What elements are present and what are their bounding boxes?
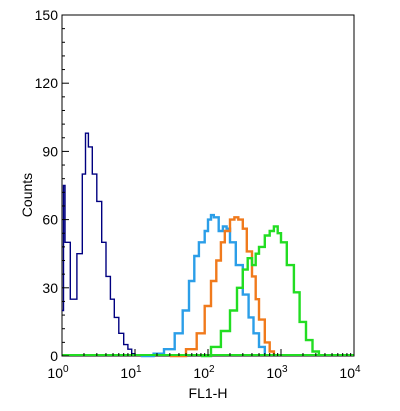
x-tick-label: 102 — [193, 364, 215, 381]
histogram-trace-4 — [200, 225, 321, 358]
y-tick-label: 0 — [50, 348, 58, 364]
x-axis: 100 101 102 103 104 — [47, 349, 361, 381]
histogram-trace-2 — [140, 213, 266, 358]
x-tick-label: 104 — [339, 364, 361, 381]
y-tick-label: 120 — [35, 75, 59, 91]
histogram-trace-1 — [62, 132, 141, 356]
histogram-trace-3 — [169, 216, 276, 358]
x-tick-label: 101 — [120, 364, 142, 381]
y-tick-label: 60 — [42, 212, 58, 228]
y-tick-label: 150 — [35, 7, 59, 23]
traces — [62, 132, 354, 358]
y-axis: 0 30 60 90 120 150 — [35, 7, 69, 364]
y-tick-label: 30 — [42, 280, 58, 296]
y-axis-title: Counts — [19, 173, 35, 217]
x-tick-label: 103 — [266, 364, 288, 381]
x-tick-label: 100 — [47, 364, 69, 381]
x-axis-title: FL1-H — [189, 385, 228, 401]
y-tick-label: 90 — [42, 143, 58, 159]
